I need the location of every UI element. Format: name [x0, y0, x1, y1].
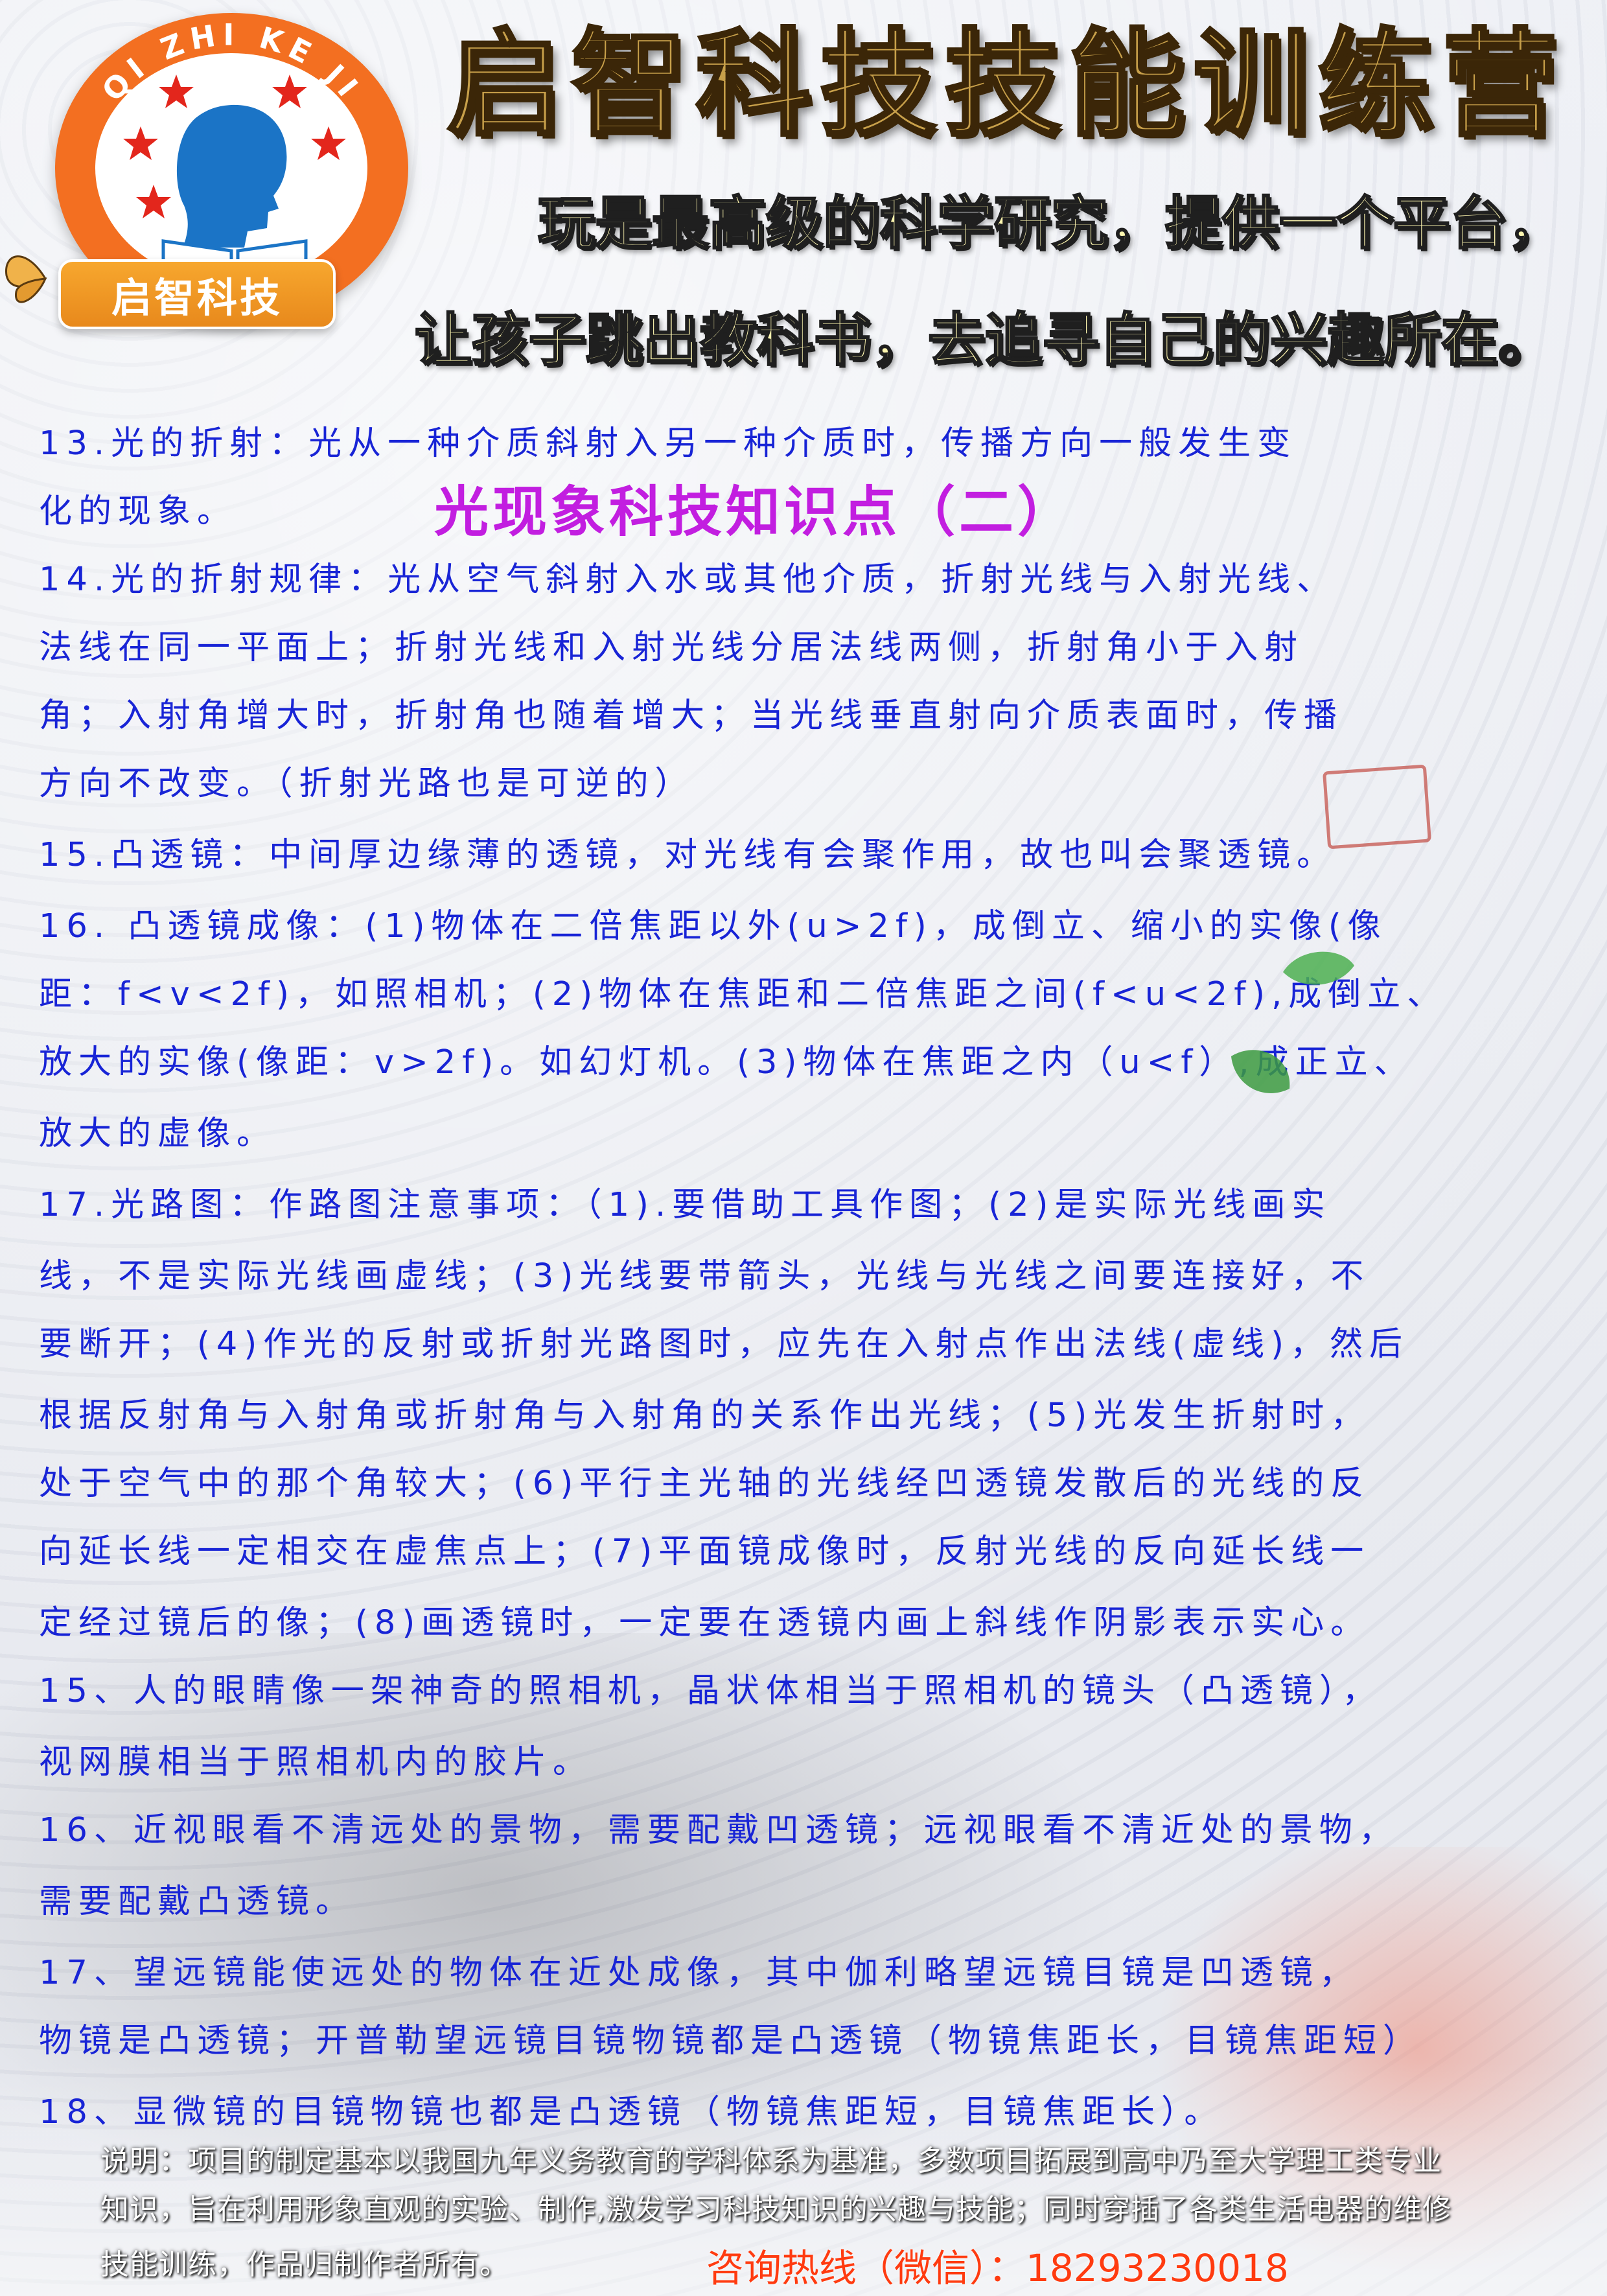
text-line: 15、人的眼睛像一架神奇的照相机，晶状体相当于照相机的镜头（凸透镜）， — [39, 1662, 1594, 1721]
hotline-text: 咨询热线（微信）：18293230018 — [706, 2242, 1419, 2294]
red-star-icon — [270, 73, 309, 111]
text-line: 放大的实像(像距：v>2f)。如幻灯机。(3)物体在焦距之内（u<f）,成正立、 — [39, 1034, 1594, 1092]
text-line: 距：f<v<2f)，如照相机；(2)物体在焦距和二倍焦距之间(f<u<2f),成… — [39, 966, 1594, 1024]
footer-note-line: 说明：项目的制定基本以我国九年义务教育的学科体系为基准，多数项目拓展到高中乃至大… — [100, 2139, 1526, 2184]
logo-banner: 启智科技 — [58, 259, 336, 329]
main-title: 启智科技技能训练营 — [447, 13, 1588, 156]
text-line: 根据反射角与入射角或折射角与入射角的关系作出光线；(5)光发生折射时， — [39, 1387, 1594, 1445]
red-star-icon — [157, 73, 196, 111]
text-line: 法线在同一平面上；折射光线和入射光线分居法线两侧，折射角小于入射 — [39, 619, 1594, 677]
text-line: 放大的虚像。 — [39, 1105, 1594, 1163]
text-line: 处于空气中的那个角较大；(6)平行主光轴的光线经凹透镜发散后的光线的反 — [39, 1455, 1594, 1513]
red-star-icon — [309, 124, 348, 163]
text-line: 线，不是实际光线画虚线；(3)光线要带箭头，光线与光线之间要连接好，不 — [39, 1247, 1594, 1306]
red-star-icon — [121, 124, 160, 163]
head-silhouette-icon — [170, 99, 296, 248]
text-line: 向延长线一定相交在虚焦点上；(7)平面镜成像时，反射光线的反向延长线一 — [39, 1523, 1594, 1581]
footer-note-line: 知识，旨在利用形象直观的实验、制作,激发学习科技知识的兴趣与技能；同时穿插了各类… — [100, 2187, 1526, 2232]
text-line: 14.光的折射规律：光从空气斜射入水或其他介质，折射光线与入射光线、 — [39, 551, 1594, 609]
leaf-icon — [1225, 1043, 1296, 1102]
text-line: 17、望远镜能使远处的物体在近处成像，其中伽利略望远镜目镜是凹透镜， — [39, 1944, 1594, 2002]
text-line: 要断开；(4)作光的反射或折射光路图时，应先在入射点作出法线(虚线)，然后 — [39, 1316, 1594, 1374]
text-line: 视网膜相当于照相机内的胶片。 — [39, 1734, 1594, 1792]
text-line: 需要配戴凸透镜。 — [39, 1873, 1594, 1931]
slogan-line-1: 玩是最高级的科学研究，提供一个平台， — [538, 188, 1564, 259]
seal-stamp — [1323, 765, 1431, 850]
text-line: 17.光路图：作路图注意事项：（1).要借助工具作图；(2)是实际光线画实 — [39, 1176, 1594, 1235]
text-line: 18、显微镜的目镜物镜也都是凸透镜（物镜焦距短，目镜焦距长）。 — [39, 2083, 1594, 2142]
text-line: 16. 凸透镜成像：(1)物体在二倍焦距以外(u>2f)，成倒立、缩小的实像(像 — [39, 898, 1594, 956]
text-line: 物镜是凸透镜；开普勒望远镜目镜物镜都是凸透镜（物镜焦距长，目镜焦距短） — [39, 2012, 1594, 2070]
logo-inner-circle — [95, 53, 367, 283]
leaf-icon — [1280, 946, 1358, 991]
text-line: 角；入射角增大时，折射角也随着增大；当光线垂直射向介质表面时，传播 — [39, 687, 1594, 745]
red-star-icon — [134, 183, 173, 222]
butterfly-icon — [0, 240, 91, 318]
text-line: 16、近视眼看不清远处的景物，需要配戴凹透镜；远视眼看不清近处的景物， — [39, 1802, 1594, 1860]
text-line: 化的现象。 — [39, 483, 1594, 541]
text-line: 13.光的折射：光从一种介质斜射入另一种介质时，传播方向一般发生变 — [39, 415, 1594, 473]
slogan-line-2: 让孩子跳出教科书，去追寻自己的兴趣所在。 — [415, 305, 1555, 376]
text-line: 定经过镜后的像；(8)画透镜时，一定要在透镜内画上斜线作阴影表示实心。 — [39, 1594, 1594, 1652]
